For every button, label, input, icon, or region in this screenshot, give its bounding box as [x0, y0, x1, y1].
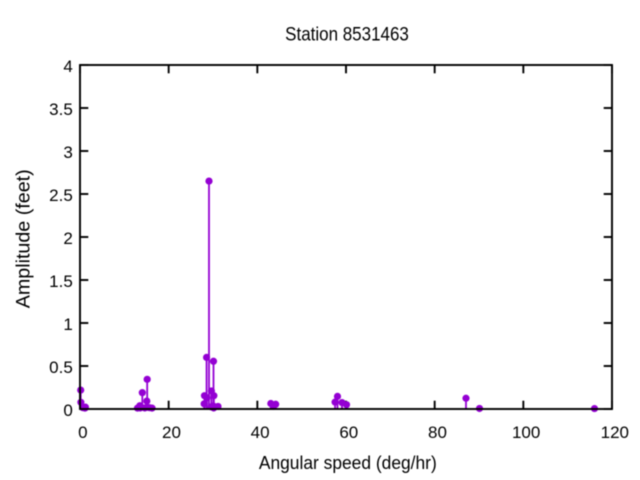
svg-text:Angular speed (deg/hr): Angular speed (deg/hr) — [259, 453, 437, 473]
svg-text:60: 60 — [339, 423, 358, 442]
svg-text:0: 0 — [78, 423, 87, 442]
svg-text:2: 2 — [63, 229, 72, 248]
svg-text:40: 40 — [251, 423, 270, 442]
svg-text:0.5: 0.5 — [49, 358, 73, 377]
svg-text:1: 1 — [63, 315, 72, 334]
svg-text:4: 4 — [63, 57, 72, 76]
svg-text:100: 100 — [512, 423, 540, 442]
svg-text:2.5: 2.5 — [49, 186, 73, 205]
svg-text:Station 8531463: Station 8531463 — [285, 24, 409, 45]
svg-text:80: 80 — [428, 423, 447, 442]
svg-text:3: 3 — [63, 143, 72, 162]
svg-text:20: 20 — [162, 423, 181, 442]
svg-text:0: 0 — [63, 401, 72, 420]
svg-text:3.5: 3.5 — [49, 100, 73, 119]
svg-text:Amplitude (feet): Amplitude (feet) — [13, 169, 35, 308]
svg-text:120: 120 — [601, 423, 629, 442]
svg-text:1.5: 1.5 — [49, 272, 73, 291]
